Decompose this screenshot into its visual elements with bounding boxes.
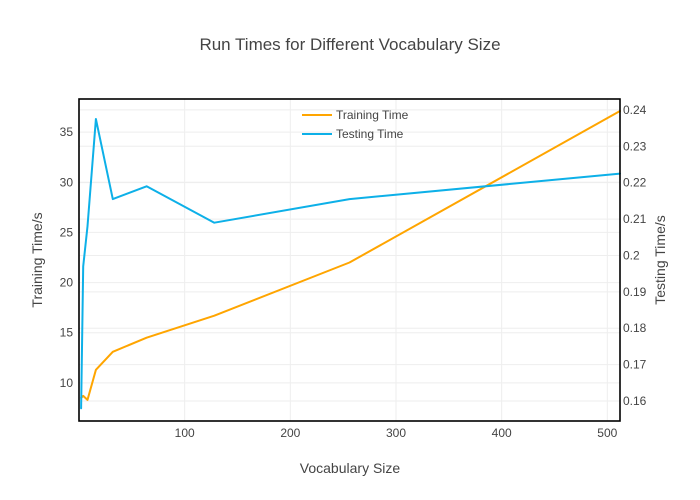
x-tick-label-3: 400 <box>492 426 512 440</box>
y2-tick-label-1: 0.17 <box>623 358 647 372</box>
y-tick-label-1: 15 <box>60 326 74 340</box>
legend-label-training-time: Training Time <box>336 108 409 122</box>
y2-tick-label-2: 0.18 <box>623 321 647 335</box>
y2-tick-label-4: 0.2 <box>623 248 640 262</box>
gridlines <box>79 99 620 421</box>
y2-tick-label-0: 0.16 <box>623 394 647 408</box>
tick-labels: 100 200 300 400 500 10 15 20 25 30 35 0.16 0.17 0.18 0… <box>60 103 647 440</box>
x-axis-title: Vocabulary Size <box>300 460 401 476</box>
y2-tick-label-6: 0.22 <box>623 176 647 190</box>
series-line-testing-time <box>80 118 621 410</box>
series-lines <box>80 110 621 410</box>
y2-tick-label-8: 0.24 <box>623 103 647 117</box>
y-tick-label-5: 35 <box>60 125 74 139</box>
x-tick-label-0: 100 <box>175 426 195 440</box>
chart-title: Run Times for Different Vocabulary Size <box>199 35 500 54</box>
y-tick-label-3: 25 <box>60 225 74 239</box>
plot-frame <box>78 98 621 422</box>
y-tick-label-4: 30 <box>60 175 74 189</box>
x-tick-label-1: 200 <box>280 426 300 440</box>
series-line-training-time <box>80 110 621 401</box>
y2-tick-label-7: 0.23 <box>623 139 647 153</box>
legend-label-testing-time: Testing Time <box>336 127 404 141</box>
y-tick-label-0: 10 <box>60 376 74 390</box>
y2-tick-label-3: 0.19 <box>623 285 647 299</box>
y-tick-label-2: 20 <box>60 276 74 290</box>
x-tick-label-2: 300 <box>386 426 406 440</box>
y-axis-title: Training Time/s <box>29 212 45 307</box>
y2-axis-title: Testing Time/s <box>652 215 668 304</box>
y2-tick-label-5: 0.21 <box>623 212 647 226</box>
legend: Training Time Testing Time <box>302 108 409 141</box>
x-tick-label-4: 500 <box>597 426 617 440</box>
